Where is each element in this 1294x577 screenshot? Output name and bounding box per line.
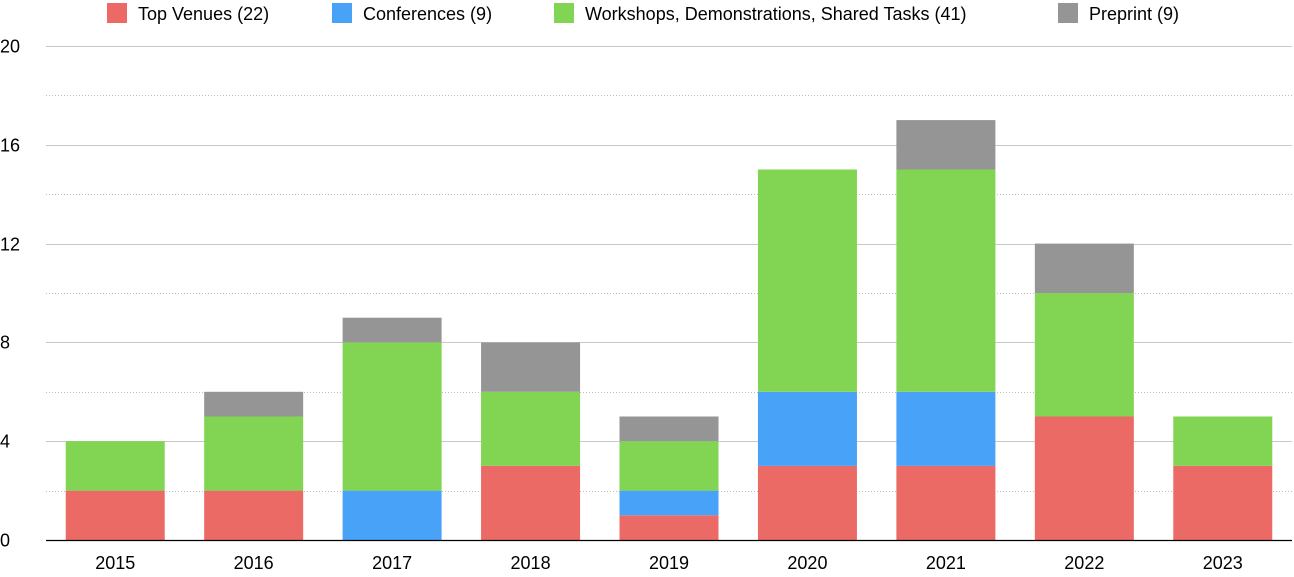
bar-segment-2015-series-0: [65, 490, 165, 540]
x-tick-label: 2018: [511, 553, 551, 572]
y-tick-label: 4: [0, 432, 10, 452]
x-tick-label: 2022: [1064, 553, 1104, 572]
y-tick-label: 16: [0, 136, 20, 156]
bar-segment-2019-series-3: [619, 416, 719, 442]
x-tick-label: 2020: [787, 553, 827, 572]
bar-segment-2020-series-2: [757, 169, 857, 392]
y-tick-label: 20: [0, 37, 20, 57]
bar-segment-2023-series-2: [1173, 416, 1273, 466]
bar-segment-2016-series-0: [204, 490, 304, 540]
x-tick-label: 2019: [649, 553, 689, 572]
bar-segment-2017-series-3: [342, 317, 442, 343]
bars: [65, 120, 1273, 540]
legend: Top Venues (22) Conferences (9) Workshops,…: [107, 3, 1179, 24]
bar-segment-2021-series-3: [896, 120, 996, 170]
bar-segment-2018-series-3: [481, 342, 581, 392]
legend-label: Preprint (9): [1089, 4, 1179, 24]
x-tick-label: 2023: [1203, 553, 1243, 572]
bar-segment-2015-series-2: [65, 441, 165, 491]
bar-segment-2016-series-3: [204, 391, 304, 417]
bar-segment-2018-series-2: [481, 391, 581, 466]
legend-swatch: [107, 3, 127, 23]
bar-segment-2021-series-2: [896, 169, 996, 392]
x-tick-label: 2016: [234, 553, 274, 572]
bar-segment-2022-series-0: [1034, 416, 1134, 540]
x-tick-label: 2021: [926, 553, 966, 572]
y-tick-label: 0: [0, 531, 10, 551]
legend-swatch: [332, 3, 352, 23]
bar-segment-2019-series-1: [619, 490, 719, 516]
y-tick-label: 12: [0, 235, 20, 255]
legend-label: Top Venues (22): [138, 4, 269, 24]
legend-swatch: [1058, 3, 1078, 23]
x-tick-label: 2015: [95, 553, 135, 572]
legend-label: Conferences (9): [363, 4, 492, 24]
axes: 0 4 8 12 16 20 2015 2016 2017 2018 2019 2020 2021 202…: [0, 37, 1292, 573]
bar-segment-2023-series-0: [1173, 465, 1273, 540]
bar-segment-2018-series-0: [481, 465, 581, 540]
bar-segment-2019-series-0: [619, 515, 719, 540]
bar-segment-2017-series-2: [342, 342, 442, 491]
x-tick-label: 2017: [372, 553, 412, 572]
bar-segment-2022-series-3: [1034, 243, 1134, 293]
bar-segment-2020-series-0: [757, 465, 857, 540]
bar-segment-2019-series-2: [619, 441, 719, 491]
bar-segment-2017-series-1: [342, 490, 442, 540]
bar-segment-2021-series-0: [896, 465, 996, 540]
bar-segment-2020-series-1: [757, 391, 857, 466]
bar-segment-2022-series-2: [1034, 293, 1134, 417]
bar-segment-2021-series-1: [896, 391, 996, 466]
bar-segment-2016-series-2: [204, 416, 304, 491]
y-tick-label: 8: [0, 333, 10, 353]
legend-swatch: [554, 3, 574, 23]
legend-label: Workshops, Demonstrations, Shared Tasks …: [585, 4, 967, 24]
